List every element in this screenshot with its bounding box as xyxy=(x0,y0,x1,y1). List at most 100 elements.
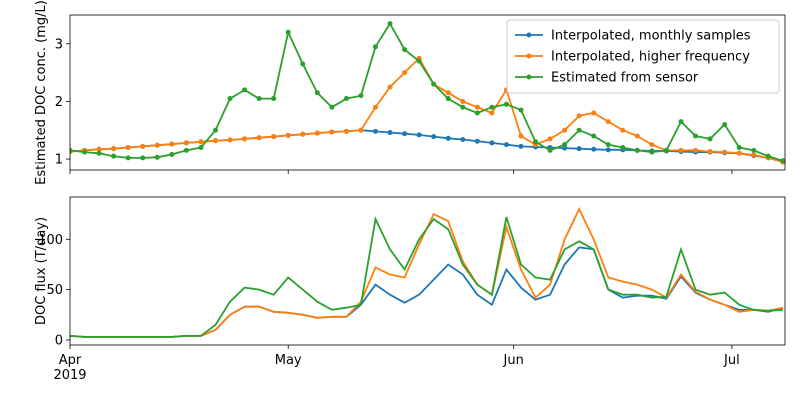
marker xyxy=(765,153,771,159)
marker xyxy=(431,134,437,140)
y-axis-label: DOC flux (T/day) xyxy=(34,217,49,325)
marker xyxy=(140,155,146,161)
legend-marker xyxy=(526,74,532,80)
marker xyxy=(285,132,291,138)
marker xyxy=(300,131,306,137)
marker xyxy=(372,104,378,110)
axes-frame xyxy=(69,14,786,171)
marker xyxy=(111,153,117,159)
y-tick-label: 100 xyxy=(38,233,63,248)
marker xyxy=(489,140,495,146)
marker xyxy=(518,107,524,113)
marker xyxy=(372,44,378,50)
marker xyxy=(518,133,524,139)
marker xyxy=(329,104,335,110)
marker xyxy=(678,119,684,125)
marker xyxy=(533,139,539,145)
marker xyxy=(212,127,218,133)
marker xyxy=(489,104,495,110)
marker xyxy=(678,147,684,153)
marker xyxy=(605,119,611,125)
plot-area xyxy=(70,207,784,338)
marker xyxy=(416,58,422,64)
marker xyxy=(503,101,509,107)
marker xyxy=(736,145,742,151)
marker xyxy=(125,145,131,151)
marker xyxy=(372,128,378,134)
y-tick-label: 1 xyxy=(55,153,63,168)
marker xyxy=(751,152,757,158)
marker xyxy=(402,70,408,76)
series-line xyxy=(70,216,783,338)
marker xyxy=(460,136,466,142)
marker xyxy=(576,127,582,133)
marker xyxy=(445,96,451,102)
marker xyxy=(227,137,233,143)
y-axis-label: Estimated DOC conc. (mg/L) xyxy=(34,0,49,185)
marker xyxy=(431,81,437,87)
marker xyxy=(96,146,102,152)
marker xyxy=(722,121,728,127)
marker xyxy=(445,90,451,96)
x-tick-label: May xyxy=(275,353,302,368)
marker xyxy=(227,96,233,102)
marker xyxy=(387,84,393,90)
marker xyxy=(576,146,582,152)
marker xyxy=(707,136,713,142)
marker xyxy=(474,104,480,110)
y-tick-label: 50 xyxy=(46,283,63,298)
marker xyxy=(314,130,320,136)
marker xyxy=(605,142,611,148)
series-line xyxy=(70,129,784,163)
marker xyxy=(663,147,669,153)
legend-marker xyxy=(526,32,532,38)
marker xyxy=(736,150,742,156)
marker xyxy=(605,147,611,153)
marker xyxy=(70,147,73,153)
legend-box xyxy=(506,19,780,94)
y-tick-label: 0 xyxy=(55,333,63,348)
legend-label: Estimated from sensor xyxy=(551,71,699,86)
marker xyxy=(169,141,175,147)
marker xyxy=(242,136,248,142)
marker xyxy=(547,147,553,153)
marker xyxy=(693,133,699,139)
marker xyxy=(212,138,218,144)
marker xyxy=(445,135,451,141)
marker xyxy=(343,128,349,134)
marker xyxy=(256,96,262,102)
x-tick-label: Apr 2019 xyxy=(53,353,86,383)
marker xyxy=(489,110,495,116)
marker xyxy=(591,146,597,152)
marker xyxy=(751,147,757,153)
marker xyxy=(198,145,204,151)
x-tick-label: Jun xyxy=(503,353,524,368)
marker xyxy=(634,147,640,153)
marker xyxy=(518,143,524,149)
marker xyxy=(402,47,408,53)
marker xyxy=(154,142,160,148)
marker xyxy=(256,135,262,141)
marker xyxy=(271,96,277,102)
marker xyxy=(620,145,626,151)
marker xyxy=(140,143,146,149)
marker xyxy=(649,149,655,155)
marker xyxy=(387,21,393,27)
marker xyxy=(96,150,102,156)
marker xyxy=(416,132,422,138)
marker xyxy=(562,127,568,133)
x-tick-label: Jul xyxy=(723,353,740,368)
marker xyxy=(562,142,568,148)
marker xyxy=(242,87,248,93)
legend-label: Interpolated, higher frequency xyxy=(551,50,750,65)
marker xyxy=(154,154,160,160)
marker xyxy=(591,110,597,116)
marker xyxy=(620,127,626,133)
marker xyxy=(562,145,568,151)
legend-marker xyxy=(526,53,532,59)
marker xyxy=(111,146,117,152)
marker xyxy=(707,149,713,155)
plot-area xyxy=(70,21,785,165)
marker xyxy=(503,142,509,148)
